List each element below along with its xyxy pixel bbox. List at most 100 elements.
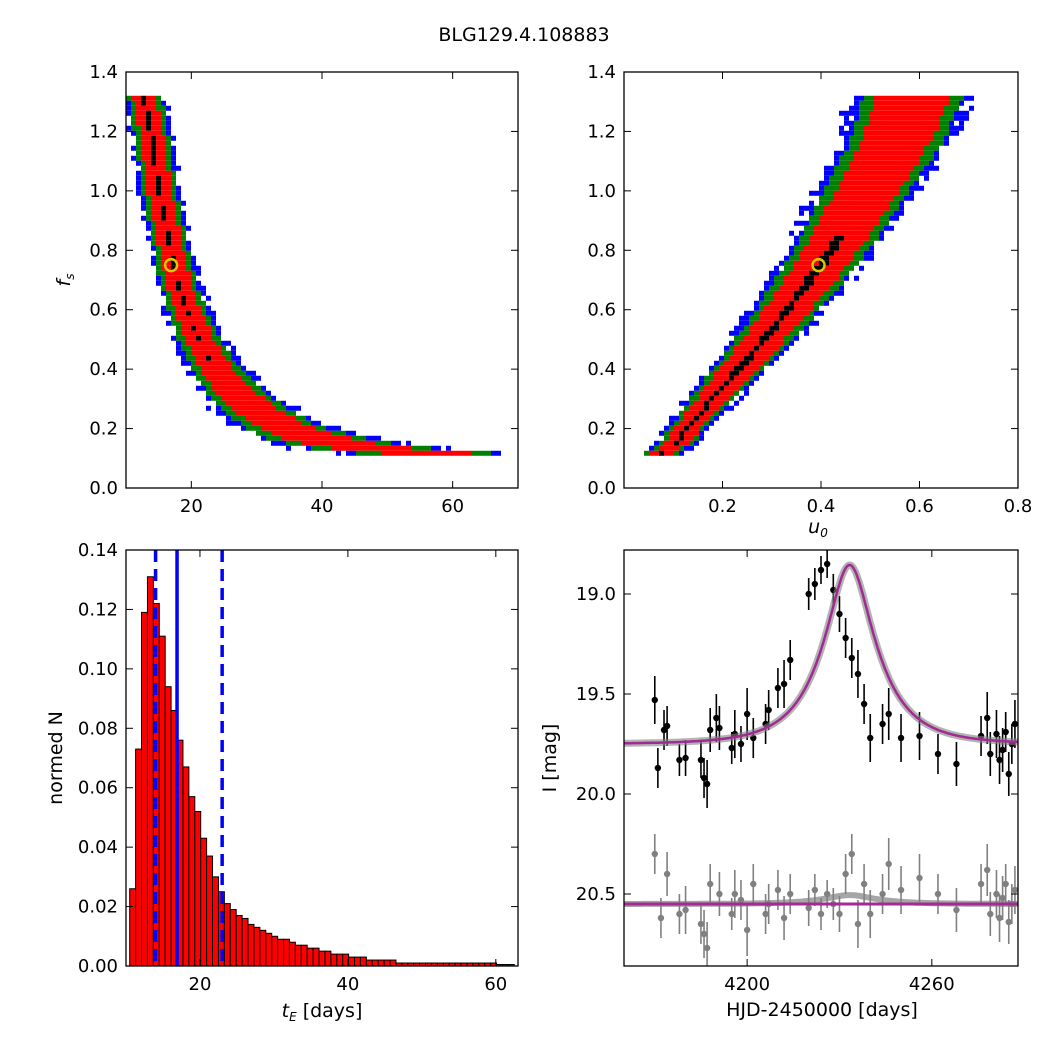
p2-cell xyxy=(814,230,819,236)
p2-cell xyxy=(854,275,859,281)
p1-cell xyxy=(156,210,161,216)
p2-cell xyxy=(899,160,904,166)
p2-cell xyxy=(794,270,799,276)
p2-cell xyxy=(859,190,864,196)
p1-cell xyxy=(156,245,161,251)
p1-cell xyxy=(206,395,211,401)
p1-cell xyxy=(146,105,151,111)
p2-cell xyxy=(709,375,714,381)
p2-cell xyxy=(859,145,864,151)
p1-cell xyxy=(266,400,271,406)
p1-cell xyxy=(276,410,281,416)
p2-cell xyxy=(914,115,919,121)
p1-cell xyxy=(156,255,161,261)
p1-cell xyxy=(146,175,151,181)
p1-cell xyxy=(166,200,171,206)
p2-cell xyxy=(864,235,869,241)
p2-cell xyxy=(929,140,934,146)
p1-cell xyxy=(286,415,291,421)
p1-cell xyxy=(251,395,256,401)
p1-cell xyxy=(141,150,146,156)
p1-cell xyxy=(171,225,176,231)
residual-point xyxy=(854,920,862,928)
p2-cell xyxy=(804,270,809,276)
p2-cell xyxy=(719,365,724,371)
p1-cell xyxy=(176,315,181,321)
p2-cell xyxy=(874,220,879,226)
p2-cell xyxy=(824,195,829,201)
p2-cell xyxy=(854,200,859,206)
p2-cell xyxy=(694,435,699,441)
p1-cell xyxy=(201,325,206,331)
p2-cell xyxy=(844,135,849,141)
p2-cell xyxy=(909,120,914,126)
p1-cell xyxy=(141,120,146,126)
p2-cell xyxy=(804,265,809,271)
p1-cell xyxy=(246,405,251,411)
p2-cell xyxy=(884,170,889,176)
p1-cell xyxy=(166,195,171,201)
p1-cell xyxy=(256,385,261,391)
p2-cell xyxy=(879,140,884,146)
p1-cell xyxy=(201,300,206,306)
p1-cell xyxy=(226,350,231,356)
p2-cell xyxy=(734,340,739,346)
p1-cell xyxy=(276,430,281,436)
p1-cell xyxy=(191,260,196,266)
p1-cell xyxy=(176,195,181,201)
p2-cell xyxy=(924,170,929,176)
histogram-bar xyxy=(146,576,154,966)
p1-cell xyxy=(171,245,176,251)
p1-cell xyxy=(161,230,166,236)
p2-cell xyxy=(814,190,819,196)
p1-cell xyxy=(236,400,241,406)
p2-cell xyxy=(834,210,839,216)
p2-cell xyxy=(739,395,744,401)
p1-cell xyxy=(181,275,186,281)
p2-cell xyxy=(779,320,784,326)
p1-cell xyxy=(346,440,351,446)
p1-cell xyxy=(281,425,286,431)
p2-cell xyxy=(834,215,839,221)
p1-cell xyxy=(261,435,266,441)
histogram-bar xyxy=(288,941,296,966)
p2-cell xyxy=(869,180,874,186)
p1-cell xyxy=(136,170,141,176)
p2-cell xyxy=(889,155,894,161)
p1-cell xyxy=(161,180,166,186)
p1-cell xyxy=(146,125,151,131)
p2-cell xyxy=(874,145,879,151)
data-point xyxy=(654,764,662,772)
p2-cell xyxy=(839,290,844,296)
p1-cell xyxy=(176,255,181,261)
p2-cell xyxy=(874,205,879,211)
p2-cell xyxy=(789,260,794,266)
p1-cell xyxy=(366,435,371,441)
p2-cell xyxy=(869,155,874,161)
p2-cell xyxy=(799,220,804,226)
p1-cell xyxy=(241,375,246,381)
p2-cell xyxy=(819,200,824,206)
p2-cell xyxy=(819,255,824,261)
p1-cell xyxy=(171,260,176,266)
p2-cell xyxy=(874,235,879,241)
p2-cell xyxy=(879,160,884,166)
p2-cell xyxy=(714,360,719,366)
p2-cell xyxy=(849,205,854,211)
p2-cell xyxy=(859,210,864,216)
p2-cell xyxy=(809,315,814,321)
p1-cell xyxy=(181,325,186,331)
p2-cell xyxy=(694,390,699,396)
p2-cell xyxy=(909,115,914,121)
p2-cell xyxy=(874,170,879,176)
p1-cell xyxy=(136,130,141,136)
p1-cell xyxy=(151,240,156,246)
p1-cell xyxy=(221,370,226,376)
p1-cell xyxy=(161,140,166,146)
p1-cell xyxy=(201,340,206,346)
p1-cell xyxy=(141,200,146,206)
p2-cell xyxy=(849,210,854,216)
p2-cell xyxy=(889,170,894,176)
p2-cell xyxy=(844,165,849,171)
p1-cell xyxy=(231,375,236,381)
